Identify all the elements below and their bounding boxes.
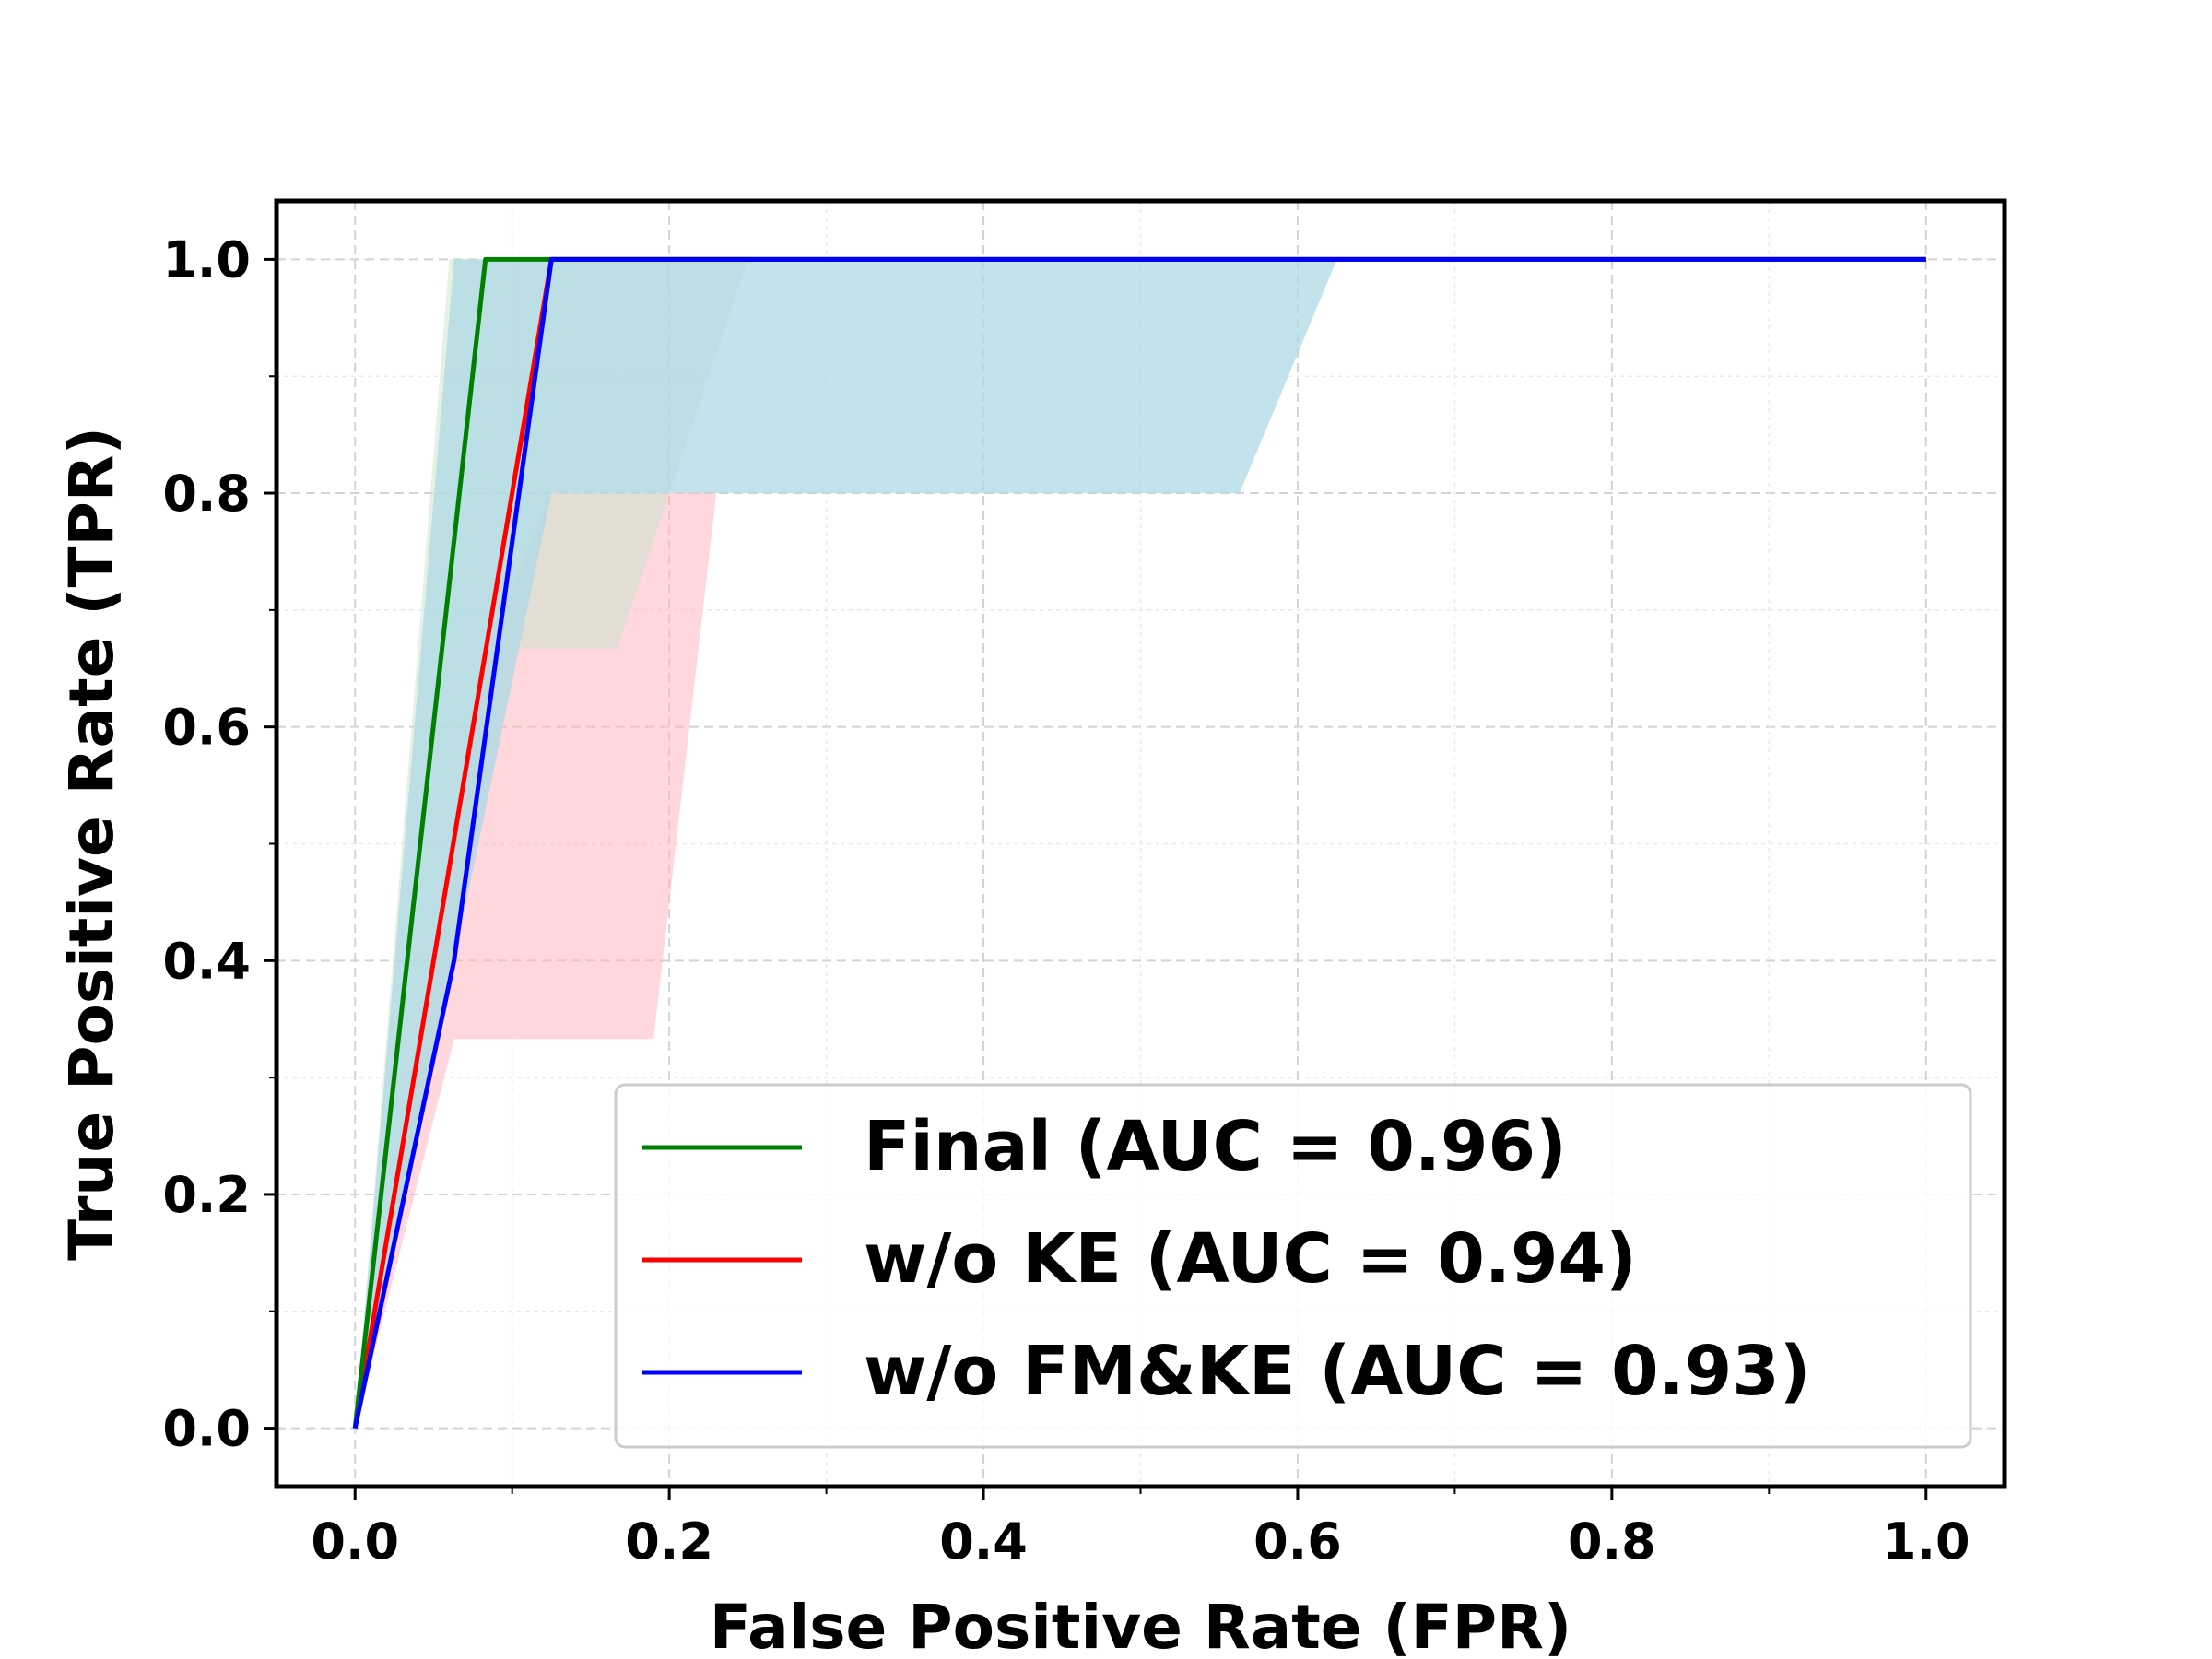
legend-label: Final (AUC = 0.96)	[864, 1107, 1567, 1186]
y-tick-label: 0.2	[162, 1166, 251, 1224]
y-axis-label: True Positive Rate (TPR)	[56, 427, 127, 1261]
y-tick-label: 0.4	[162, 932, 251, 990]
legend-label: w/o KE (AUC = 0.94)	[864, 1219, 1637, 1299]
x-tick-label: 0.8	[1568, 1512, 1656, 1571]
y-tick-label: 1.0	[162, 230, 251, 288]
series-line-2	[352, 256, 1926, 1430]
x-tick-label: 0.4	[939, 1512, 1028, 1571]
legend-label: w/o FM&KE (AUC = 0.93)	[864, 1332, 1811, 1411]
x-tick-label: 0.2	[625, 1512, 713, 1571]
x-tick-label: 1.0	[1882, 1512, 1971, 1571]
x-tick-label: 0.0	[311, 1512, 399, 1571]
y-tick-label: 0.0	[162, 1400, 251, 1458]
x-axis-label: False Positive Rate (FPR)	[710, 1592, 1571, 1659]
axis-ticks: 0.0 0.2 0.4 0.6 0.8 1.0 0.0 0.2 0.4 0.6 0.8 1.0	[162, 230, 1970, 1571]
x-tick-label: 0.6	[1253, 1512, 1342, 1571]
legend: Final (AUC = 0.96) w/o KE (AUC = 0.94) w/o…	[614, 1083, 1972, 1449]
roc-curves	[352, 256, 1926, 1430]
y-tick-label: 0.8	[162, 465, 251, 523]
y-tick-label: 0.6	[162, 699, 251, 757]
confidence-band-2	[355, 259, 1337, 1429]
legend-box	[614, 1083, 1972, 1449]
